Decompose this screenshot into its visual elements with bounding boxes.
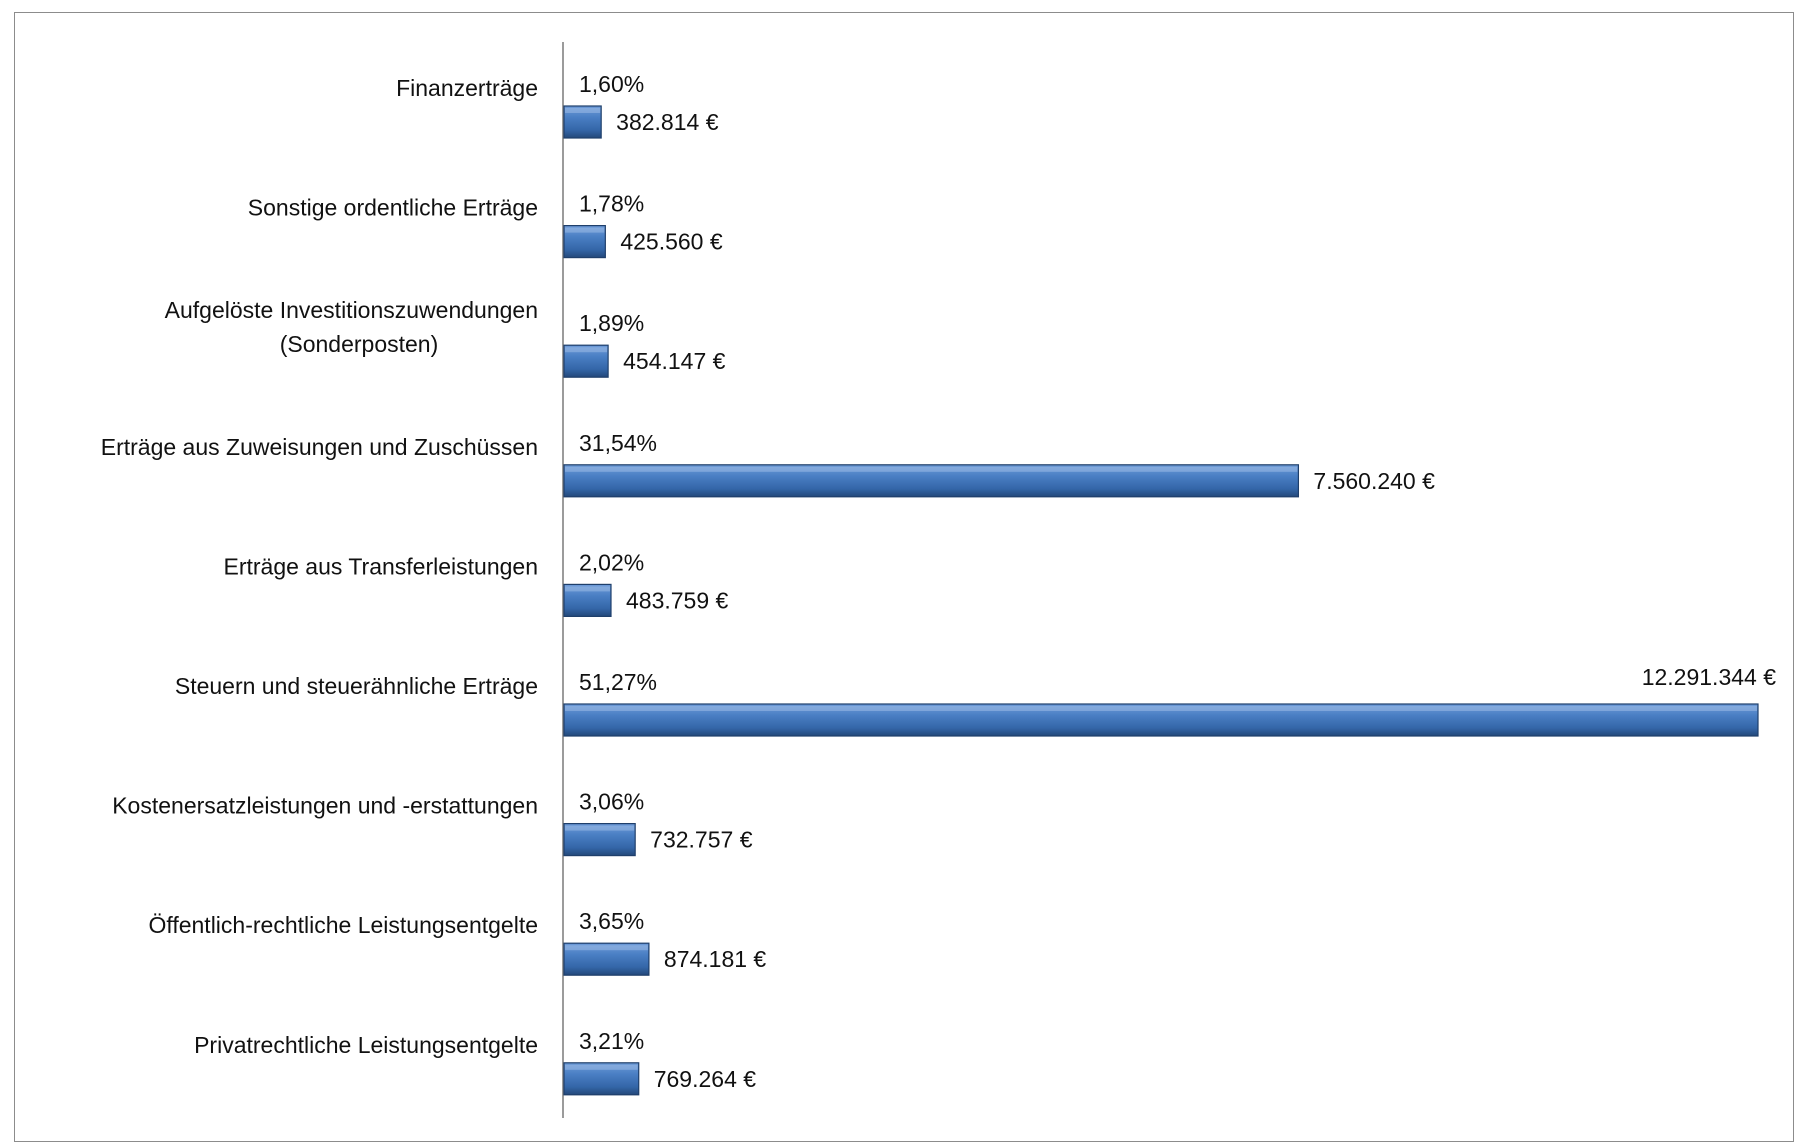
value-labels: 382.814 € 425.560 € 454.147 € 7.560.240 € 48… (616, 109, 1776, 1092)
percentage-label: 3,06% (579, 789, 644, 815)
percentage-label: 3,65% (579, 908, 644, 934)
percentage-label: 1,89% (579, 310, 644, 336)
bar-highlight (565, 108, 601, 113)
bar-highlight (565, 1064, 638, 1070)
percentage-label: 31,54% (579, 430, 657, 456)
category-label: Erträge aus Zuweisungen und Zuschüssen (101, 434, 538, 460)
bar-highlight (565, 227, 605, 233)
percentage-label: 1,60% (579, 71, 644, 97)
bar-highlight (565, 586, 610, 592)
percentage-label: 2,02% (579, 549, 644, 575)
category-labels: Finanzerträge Sonstige ordentliche Erträg… (101, 75, 538, 1058)
category-label: Öffentlich-rechtliche Leistungsentgelte (148, 912, 538, 938)
category-label: Sonstige ordentliche Erträge (248, 195, 538, 221)
bar-highlight (565, 825, 635, 831)
category-label: Aufgelöste Investitionszuwendungen (Sonde… (165, 297, 538, 357)
percentage-label: 3,21% (579, 1028, 644, 1054)
category-label: Kostenersatzleistungen und -erstattungen (112, 793, 538, 819)
category-label: Finanzerträge (396, 75, 538, 101)
value-label: 769.264 € (654, 1066, 757, 1092)
bar-highlight (565, 347, 608, 353)
percentage-label: 51,27% (579, 669, 657, 695)
value-label: 12.291.344 € (1642, 664, 1777, 690)
value-label: 874.181 € (664, 946, 767, 972)
category-label: Erträge aus Transferleistungen (223, 553, 538, 579)
value-label: 454.147 € (623, 348, 726, 374)
bar-highlight (565, 945, 648, 951)
chart-frame (14, 12, 1794, 1142)
value-label: 7.560.240 € (1313, 468, 1435, 494)
value-label: 382.814 € (616, 109, 719, 135)
percentage-labels: 1,60% 1,78% 1,89% 31,54% 2,02% 51,27% 3,06% 3,6… (579, 71, 657, 1054)
value-label: 425.560 € (620, 229, 723, 255)
value-label: 732.757 € (650, 827, 753, 853)
bar-highlight (565, 706, 1757, 711)
bars (563, 105, 1759, 1096)
bar-highlight (565, 466, 1298, 472)
percentage-label: 1,78% (579, 191, 644, 217)
category-label: Steuern und steuerähnliche Erträge (175, 673, 538, 699)
value-label: 483.759 € (626, 587, 729, 613)
category-label: Privatrechtliche Leistungsentgelte (194, 1032, 538, 1058)
